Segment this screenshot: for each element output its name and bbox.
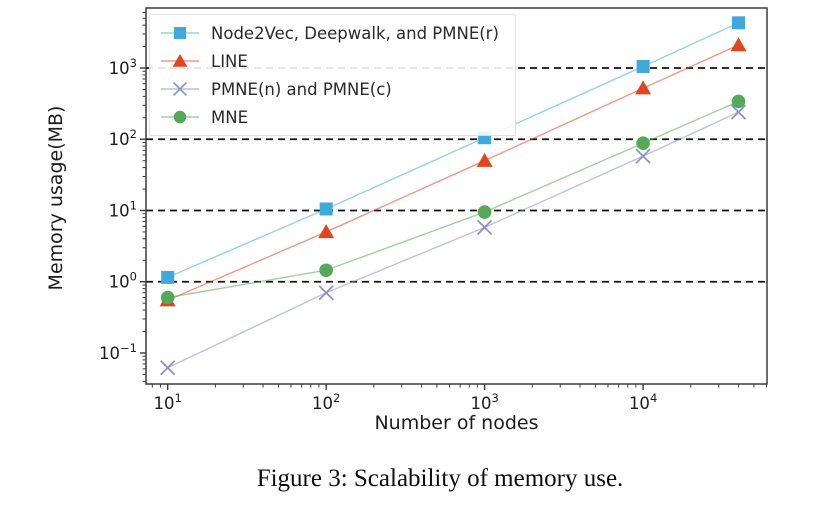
svg-text:103: 103 (470, 391, 498, 413)
legend-marker-square-icon (161, 27, 199, 39)
legend-label: PMNE(n) and PMNE(c) (211, 79, 392, 99)
svg-text:101: 101 (153, 391, 181, 413)
legend-label: Node2Vec, Deepwalk, and PMNE(r) (211, 23, 499, 43)
ticks (140, 12, 767, 390)
legend-item-mne: MNE (158, 103, 499, 131)
gridlines (146, 67, 767, 283)
svg-text:103: 103 (109, 56, 137, 78)
legend-marker-circle-icon (161, 110, 199, 124)
svg-text:102: 102 (312, 391, 340, 413)
svg-text:102: 102 (109, 127, 137, 149)
legend-marker-triangle-icon (161, 53, 199, 67)
svg-text:101: 101 (109, 198, 137, 220)
y-axis-label: Memory usage(MB) (45, 105, 67, 291)
figure-caption: Figure 3: Scalability of memory use. (256, 465, 624, 492)
legend-label: LINE (211, 51, 248, 71)
legend-label: MNE (211, 107, 249, 127)
x-axis-label: Number of nodes (374, 412, 539, 434)
legend-item-pmne: PMNE(n) and PMNE(c) (158, 75, 499, 103)
series (159, 16, 747, 376)
plot-frame (145, 7, 768, 385)
tick-labels: 101 102 103 104 10−1 100 101 102 103 (99, 56, 657, 413)
svg-text:104: 104 (629, 391, 657, 413)
legend-item-line: LINE (158, 47, 499, 75)
legend-item-node2vec: Node2Vec, Deepwalk, and PMNE(r) (158, 19, 499, 47)
svg-text:10−1: 10−1 (99, 341, 137, 363)
svg-text:100: 100 (109, 270, 137, 292)
chart-legend: Node2Vec, Deepwalk, and PMNE(r) LINE PMN… (149, 14, 516, 136)
legend-marker-x-icon (161, 81, 199, 97)
memory-usage-chart: 101 102 103 104 10−1 100 101 102 103 (99, 7, 768, 413)
